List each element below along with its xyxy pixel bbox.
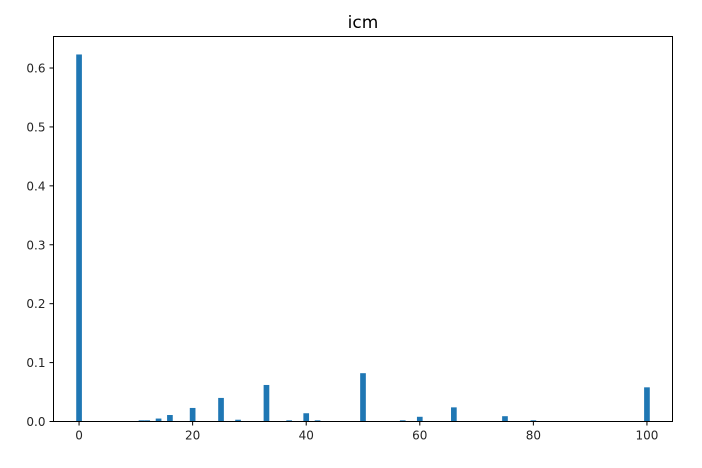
bar-5: [189, 407, 196, 422]
bars-group: [76, 54, 650, 422]
chart-title: icm: [348, 13, 379, 33]
bar-10: [303, 413, 310, 422]
x-axis: 0 20 40 60 80 100: [75, 421, 658, 443]
bar-16: [502, 416, 508, 422]
bar-17: [530, 420, 537, 422]
bar-12: [360, 373, 366, 422]
y-tick-label: 0.5: [26, 120, 45, 134]
plot-frame: [53, 36, 673, 422]
bar-9: [286, 420, 293, 422]
bar-6: [218, 397, 224, 422]
x-tick-label: 80: [526, 429, 541, 443]
x-tick-label: 100: [635, 429, 658, 443]
bar-4: [167, 415, 173, 422]
y-tick-label: 0.0: [26, 415, 45, 429]
bar-3: [155, 418, 162, 422]
bar-18: [644, 387, 650, 422]
y-tick-label: 0.4: [26, 179, 45, 193]
x-tick-label: 40: [299, 429, 314, 443]
bar-13: [399, 420, 406, 422]
bar-0: [76, 54, 82, 422]
bar-8: [263, 384, 270, 422]
bar-7: [235, 419, 241, 422]
bar-1: [138, 420, 145, 422]
y-tick-label: 0.3: [26, 238, 45, 252]
x-tick-label: 0: [75, 429, 83, 443]
y-tick-label: 0.6: [26, 62, 45, 76]
bar-11: [314, 420, 321, 422]
x-tick-label: 60: [412, 429, 427, 443]
bar-14: [416, 416, 423, 422]
bar-2: [144, 420, 151, 422]
y-tick-label: 0.2: [26, 297, 45, 311]
x-tick-label: 20: [185, 429, 200, 443]
bar-15: [451, 407, 457, 422]
y-axis: 0.0 0.1 0.2 0.3 0.4 0.5 0.6: [26, 62, 54, 429]
y-tick-label: 0.1: [26, 356, 45, 370]
